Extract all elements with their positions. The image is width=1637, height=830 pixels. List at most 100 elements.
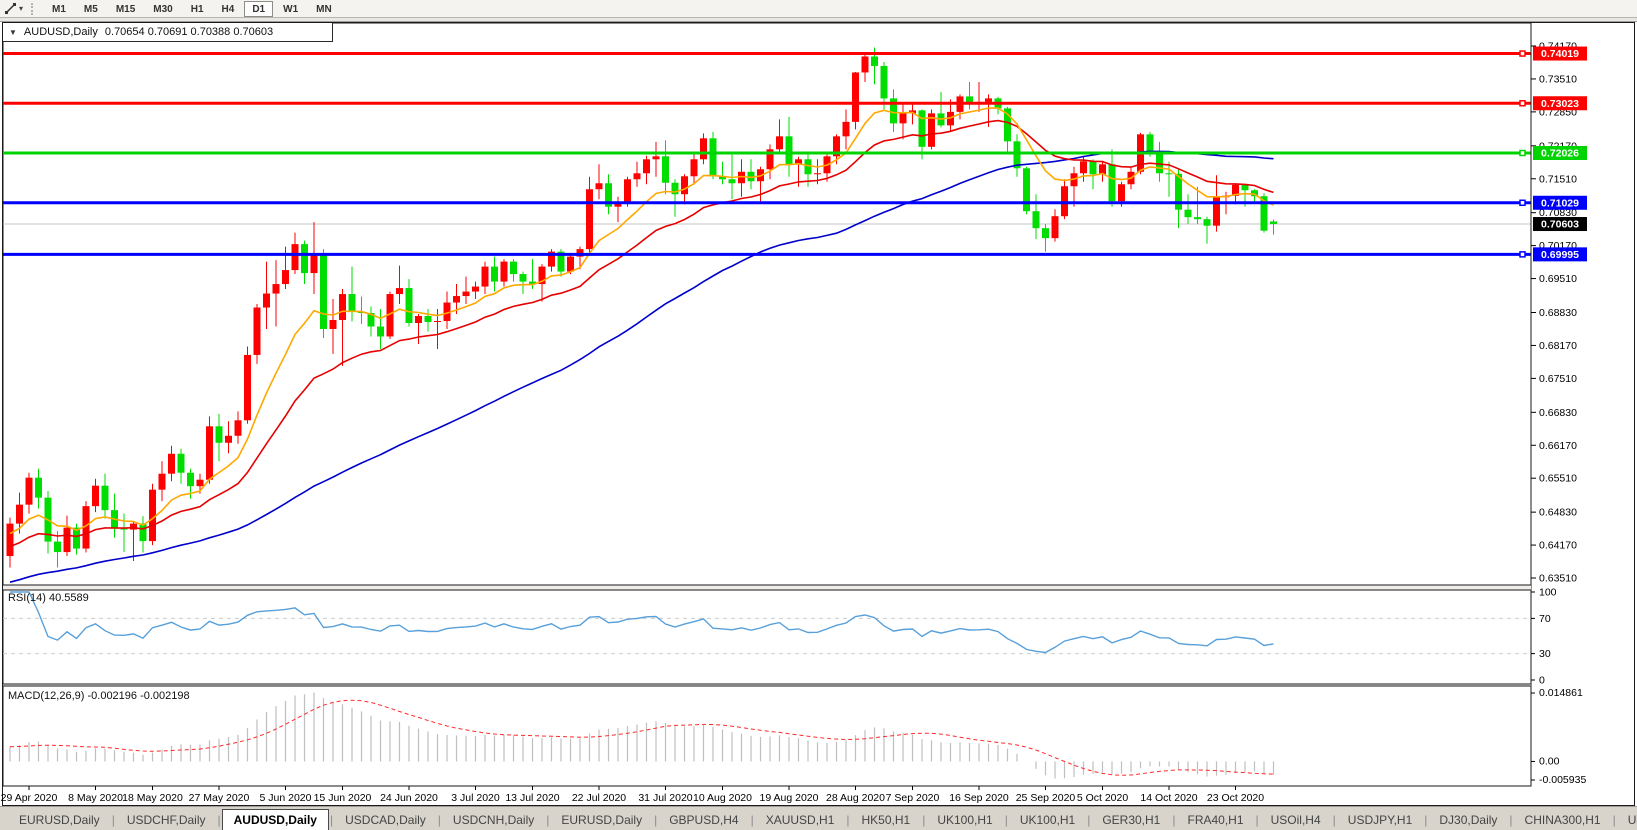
chart-tab-bar: EURUSD,Daily | USDCHF,Daily | AUDUSD,Daily | U…: [0, 806, 1637, 830]
chart-tab[interactable]: USOil,H4: [1270, 813, 1321, 827]
candle-body: [1213, 197, 1220, 226]
candle-body: [1241, 184, 1249, 191]
date-axis-label: 10 Aug 2020: [693, 792, 752, 804]
candle-body: [234, 420, 242, 436]
chart-tab[interactable]: EURUSD,Daily: [19, 813, 100, 827]
candle-body: [643, 159, 650, 174]
candle-body: [25, 477, 33, 505]
timeframe-button-d1[interactable]: D1: [244, 0, 274, 17]
price-tag: [1533, 96, 1587, 111]
candle-body: [814, 173, 821, 175]
price-axis-label: 0.68170: [1539, 340, 1577, 352]
chart-tab[interactable]: UK100,H1: [1019, 813, 1076, 827]
rsi-value: 40.5589: [48, 592, 89, 604]
chevron-down-icon[interactable]: ▾: [19, 4, 24, 13]
candle-body: [785, 136, 793, 165]
tab-separator: |: [1172, 813, 1176, 827]
cursor-tool-button[interactable]: ▾: [0, 0, 27, 18]
candle-body: [510, 261, 517, 275]
chart-tab[interactable]: FRA40,H1: [1187, 813, 1244, 827]
price-chart-canvas[interactable]: 0.741700.735100.728500.721700.715100.708…: [0, 0, 1637, 806]
pane-splitter[interactable]: [3, 585, 1531, 590]
candle-body: [282, 270, 289, 285]
date-axis-label: 5 Oct 2020: [1077, 792, 1129, 804]
rsi-indicator-label: RSI(14) 40.5589: [8, 592, 89, 604]
tab-separator: |: [1424, 813, 1428, 827]
chart-tab[interactable]: GBPUSD,H4: [669, 813, 739, 827]
timeframe-button-m1[interactable]: M1: [52, 3, 66, 15]
candle-body: [595, 183, 603, 190]
macd-axis-label: -0.005935: [1539, 774, 1586, 786]
chart-tab[interactable]: HK50,H1: [861, 813, 911, 827]
chart-tab[interactable]: DJ30,Daily: [1439, 813, 1498, 827]
timeframe-button-m5[interactable]: M5: [83, 3, 98, 15]
chart-tab[interactable]: USOil,H1: [1627, 813, 1637, 827]
candle-body: [557, 251, 565, 272]
timeframe-button-mn[interactable]: MN: [316, 3, 332, 15]
candle-body: [766, 149, 774, 170]
timeframe-button-m15[interactable]: M15: [115, 3, 136, 15]
toolbar-grip[interactable]: [31, 2, 35, 15]
pane-splitter[interactable]: [3, 684, 1531, 686]
candle-body: [985, 98, 992, 102]
candle-body: [1099, 164, 1106, 175]
date-axis-label: 14 Oct 2020: [1140, 792, 1197, 804]
chart-tab[interactable]: XAUUSD,H1: [765, 813, 835, 827]
line-drag-handle[interactable]: [1519, 50, 1526, 57]
tab-separator: |: [217, 813, 221, 827]
fast-ma-line[interactable]: [9, 107, 1274, 535]
price-tag-label: 0.74019: [1541, 48, 1579, 60]
collapse-triangle-icon[interactable]: ▼: [9, 27, 17, 37]
tab-separator: |: [546, 813, 550, 827]
timeframe-button-h1[interactable]: H1: [190, 3, 204, 15]
candle-body: [405, 288, 413, 323]
candle-body: [671, 182, 679, 195]
macd-name: MACD(12,26,9): [8, 690, 85, 702]
chart-tab[interactable]: USDCNH,Daily: [452, 813, 535, 827]
tab-separator: |: [1255, 813, 1259, 827]
slow-ma-line[interactable]: [9, 150, 1274, 583]
rsi-name: RSI(14): [8, 592, 46, 604]
candle-body: [899, 113, 907, 124]
chart-tab[interactable]: USDCHF,Daily: [126, 813, 206, 827]
candle-body: [54, 541, 61, 553]
macd-indicator-label: MACD(12,26,9) -0.002196 -0.002198: [8, 690, 190, 702]
date-axis-label: 7 Sep 2020: [886, 792, 940, 804]
tab-separator: |: [437, 813, 441, 827]
timeframe-buttons: M1 M5 M15 M30 H1 H4 D1 W1 MN: [39, 0, 345, 18]
candle-body: [776, 136, 783, 150]
price-axis-label: 0.67510: [1539, 373, 1577, 385]
line-drag-handle[interactable]: [1519, 100, 1526, 107]
chart-tab[interactable]: UK100,H1: [937, 813, 993, 827]
price-tag-label: 0.72026: [1541, 148, 1579, 160]
candle-body: [709, 138, 717, 177]
candle-body: [1023, 168, 1030, 212]
medium-ma-line[interactable]: [9, 119, 1274, 548]
chart-tab[interactable]: CHINA300,H1: [1524, 813, 1601, 827]
date-axis-label: 24 Jun 2020: [380, 792, 438, 804]
chart-tab-active[interactable]: AUDUSD,Daily: [221, 809, 329, 830]
chart-tab[interactable]: USDJPY,H1: [1347, 813, 1413, 827]
chart-tab[interactable]: EURUSD,Daily: [561, 813, 643, 827]
candle-body: [472, 286, 479, 292]
date-axis-label: 8 May 2020: [68, 792, 123, 804]
date-axis-label: 5 Jun 2020: [260, 792, 312, 804]
candle-body: [6, 523, 14, 557]
timeframe-button-h4[interactable]: H4: [221, 3, 235, 15]
line-drag-handle[interactable]: [1519, 251, 1526, 258]
timeframe-button-m30[interactable]: M30: [153, 3, 173, 15]
chart-tab[interactable]: GER30,H1: [1102, 813, 1161, 827]
line-drag-handle[interactable]: [1519, 149, 1526, 157]
chart-title-bar[interactable]: ▼ AUDUSD,Daily 0.70654 0.70691 0.70388 0…: [3, 23, 333, 42]
macd-axis-label: 0.00: [1539, 755, 1560, 767]
date-axis-label: 27 May 2020: [189, 792, 250, 804]
price-tag-label: 0.73023: [1541, 98, 1579, 110]
candle-body: [652, 156, 660, 160]
line-drag-handle[interactable]: [1519, 199, 1526, 207]
candle-body: [918, 110, 926, 147]
candle-body: [947, 111, 954, 126]
rsi-axis-label: 0: [1539, 675, 1545, 687]
candle-body: [310, 254, 318, 274]
timeframe-button-w1[interactable]: W1: [283, 3, 299, 15]
chart-tab[interactable]: USDCAD,Daily: [345, 813, 426, 827]
